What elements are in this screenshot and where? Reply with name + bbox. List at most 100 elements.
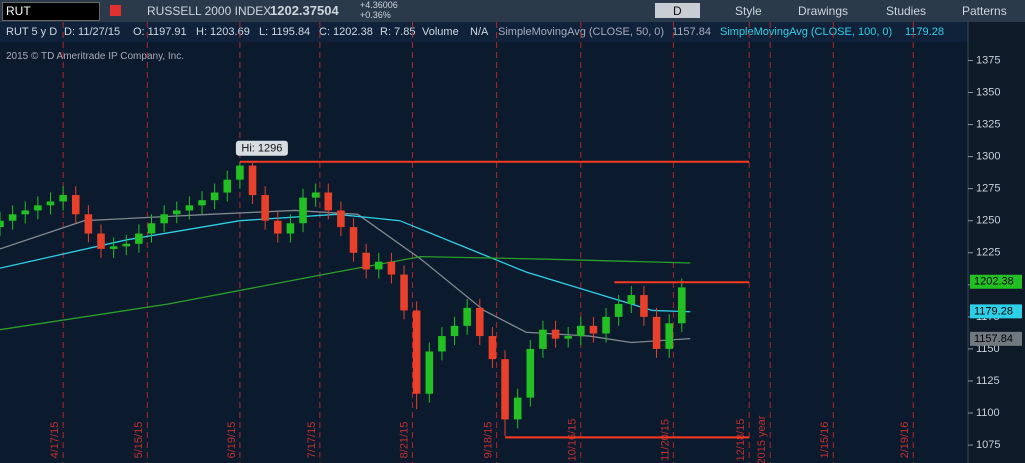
candle-body bbox=[564, 336, 572, 339]
study-item[interactable]: SimpleMovingAvg (CLOSE, 100, 0) bbox=[720, 26, 893, 38]
candle-body bbox=[374, 261, 383, 270]
price-label-box bbox=[970, 331, 1022, 346]
period-box[interactable] bbox=[655, 3, 700, 18]
candle-body bbox=[450, 325, 459, 337]
study-item: RUT 5 y D bbox=[6, 26, 58, 38]
study-item: C: 1202.38 bbox=[319, 26, 373, 38]
candle-body bbox=[665, 323, 673, 349]
y-tick-label: 1300 bbox=[976, 151, 1000, 163]
candle-body bbox=[286, 223, 295, 234]
candle-body bbox=[640, 295, 648, 317]
y-tick-label: 1375 bbox=[976, 54, 1000, 66]
study-item: Volume bbox=[422, 26, 459, 38]
candle-body bbox=[652, 316, 661, 349]
candle-body bbox=[0, 220, 4, 228]
candle-body bbox=[627, 295, 636, 305]
style-button[interactable]: Style bbox=[735, 4, 762, 18]
candle-body bbox=[400, 274, 408, 311]
candle-body bbox=[59, 195, 67, 202]
y-tick-label: 1075 bbox=[976, 439, 1000, 451]
candle-body bbox=[223, 179, 232, 193]
candle-body bbox=[678, 287, 686, 324]
price-axis bbox=[968, 22, 1025, 463]
candle-body bbox=[8, 214, 17, 221]
candle-body bbox=[147, 223, 156, 234]
study-item: 1179.28 bbox=[905, 26, 944, 38]
chart: 4/17/15 5/15/15 6/19/15 7/17/15 8/21/15 9/18/… bbox=[0, 22, 1025, 463]
candle-body bbox=[34, 205, 42, 211]
drawings-button[interactable]: Drawings bbox=[798, 4, 849, 18]
candle-body bbox=[109, 246, 118, 249]
y-tick-label: 1125 bbox=[976, 375, 1000, 387]
x-tick-label: 5/15/15 bbox=[133, 422, 145, 459]
x-tick-label: 2/19/16 bbox=[899, 422, 911, 459]
study-item: L: 1195.84 bbox=[259, 26, 311, 38]
y-tick-label: 1100 bbox=[976, 407, 1000, 419]
x-tick-label: 7/17/15 bbox=[306, 422, 318, 459]
candle-body bbox=[589, 325, 598, 334]
price-label: 1179.28 bbox=[974, 305, 1013, 317]
moving-average bbox=[0, 213, 691, 313]
x-tick-label: 11/20/15 bbox=[659, 419, 671, 461]
moving-average bbox=[0, 255, 691, 331]
symbol[interactable]: RUT bbox=[6, 4, 31, 18]
candle-body bbox=[362, 252, 370, 270]
candle-body bbox=[324, 192, 333, 211]
copyright: 2015 © TD Ameritrade IP Company, Inc. bbox=[6, 51, 185, 62]
change-pct: +0.36% bbox=[360, 10, 391, 20]
candle-body bbox=[577, 325, 585, 337]
candle-body bbox=[261, 195, 269, 221]
candle-body bbox=[387, 261, 396, 275]
link-icon[interactable] bbox=[110, 5, 121, 16]
candle-body bbox=[299, 197, 307, 224]
candle-body bbox=[160, 214, 168, 224]
candle-body bbox=[602, 316, 610, 334]
study-item: H: 1203.69 bbox=[196, 26, 250, 38]
x-tick-label: 8/21/15 bbox=[398, 422, 410, 459]
price-label-box bbox=[970, 304, 1022, 319]
candle-body bbox=[614, 304, 623, 317]
x-tick-label: 2015 year bbox=[756, 415, 768, 463]
study-bar: RUT 5 y D D: 11/27/15 O: 1197.91 H: 1203… bbox=[0, 22, 968, 42]
candle-body bbox=[425, 351, 434, 394]
candle-body bbox=[488, 336, 497, 360]
candle-body bbox=[513, 397, 522, 420]
price-label: 1202.38 bbox=[974, 276, 1014, 288]
y-tick-label: 1350 bbox=[976, 86, 1000, 98]
x-tick-label: 10/16/15 bbox=[567, 419, 579, 462]
patterns-button[interactable]: Patterns bbox=[962, 4, 1007, 18]
price-label-box bbox=[970, 274, 1022, 289]
x-tick-label: 12/18/15 bbox=[735, 419, 747, 462]
candle-body bbox=[236, 165, 244, 180]
candle-body bbox=[476, 307, 484, 337]
candle-body bbox=[21, 210, 30, 215]
change: +4.36006 bbox=[360, 0, 398, 10]
candle-body bbox=[46, 201, 55, 206]
instrument-name: RUSSELL 2000 INDEX bbox=[147, 4, 272, 18]
candle-body bbox=[185, 205, 194, 211]
candle-body bbox=[526, 348, 535, 398]
symbol-box[interactable] bbox=[2, 2, 100, 21]
y-tick-label: 1325 bbox=[976, 118, 1000, 130]
candle-body bbox=[198, 200, 206, 206]
price-label: 1157.84 bbox=[974, 333, 1013, 345]
study-item: O: 1197.91 bbox=[133, 26, 187, 38]
study-item: R: 7.85 bbox=[380, 26, 416, 38]
period[interactable]: D bbox=[673, 4, 682, 18]
studies-button[interactable]: Studies bbox=[886, 4, 927, 18]
annotation-box bbox=[235, 140, 288, 156]
x-tick-label: 9/18/15 bbox=[483, 422, 495, 459]
moving-average bbox=[0, 209, 691, 344]
study-item: 1157.84 bbox=[672, 26, 711, 38]
candle-body bbox=[412, 310, 421, 394]
last-price: 1202.37504 bbox=[270, 3, 339, 18]
candle-body bbox=[501, 359, 509, 420]
y-tick-label: 1250 bbox=[976, 215, 1000, 227]
x-tick-label: 1/15/16 bbox=[819, 422, 831, 459]
candle-body bbox=[135, 233, 143, 244]
study-item: D: 11/27/15 bbox=[64, 26, 121, 38]
toolbar: RUT RUSSELL 2000 INDEX 1202.37504 +4.360… bbox=[0, 0, 1025, 22]
candle-body bbox=[463, 307, 471, 326]
candle-body bbox=[172, 210, 181, 215]
